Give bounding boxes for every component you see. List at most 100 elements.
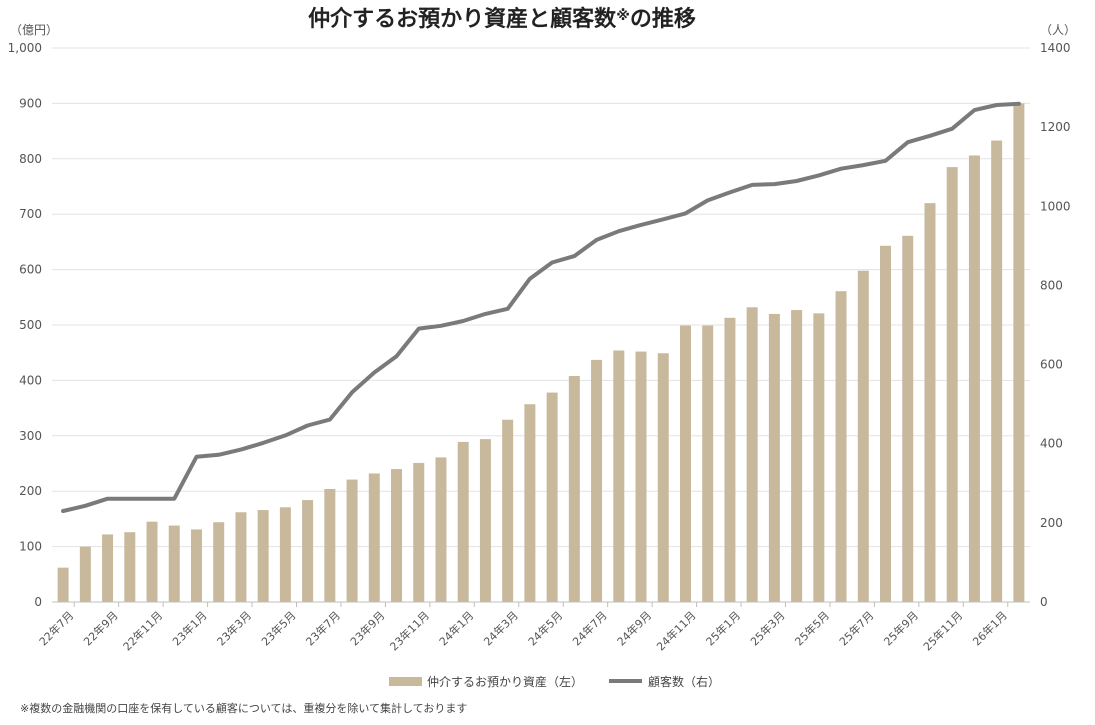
bar [190, 529, 202, 602]
x-axis: 22年7月 22年9月 22年11月 23年1月 23年3月 23年5月 23年7月 23年9… [36, 602, 1010, 653]
bar [502, 419, 514, 602]
x-tick-label: 24年5月 [525, 608, 565, 648]
bar [791, 310, 803, 602]
right-tick-label: 400 [1040, 437, 1063, 451]
left-tick-label: 700 [19, 207, 42, 221]
left-axis: 0 100 200 300 400 500 600 700 800 900 1,000 [8, 41, 42, 609]
bar [568, 375, 580, 602]
x-tick-label: 25年3月 [747, 608, 787, 648]
bar [813, 313, 825, 602]
right-tick-label: 600 [1040, 358, 1063, 372]
footnote: ※複数の金融機関の口座を保有している顧客については、重複分を除いて集計しておりま… [20, 701, 467, 715]
right-tick-label: 1400 [1040, 41, 1071, 55]
right-axis: 0 200 400 600 800 1000 1200 1400 [1040, 41, 1071, 609]
bar [213, 522, 225, 602]
x-tick-label: 24年7月 [569, 608, 609, 648]
bar [391, 469, 403, 602]
left-tick-label: 400 [19, 373, 42, 387]
right-tick-label: 0 [1040, 595, 1048, 609]
bar [902, 235, 914, 602]
bar [657, 353, 669, 602]
bar [368, 473, 380, 602]
chart-title-main: 仲介するお預かり資産と顧客数 [308, 6, 617, 32]
left-tick-label: 900 [19, 96, 42, 110]
chart-title: 仲介するお預かり資産と顧客数※の推移 [308, 6, 696, 32]
bar [613, 350, 625, 602]
x-tick-label: 23年5月 [258, 608, 298, 648]
x-tick-label: 22年9月 [80, 608, 120, 648]
bar [257, 510, 269, 602]
bar [991, 140, 1003, 602]
right-tick-label: 1000 [1040, 199, 1071, 213]
x-tick-label: 23年7月 [303, 608, 343, 648]
bar [724, 317, 736, 602]
bar [435, 457, 447, 602]
x-tick-label: 23年11月 [387, 608, 432, 653]
bar [279, 507, 291, 602]
bar [79, 546, 91, 602]
bar [413, 462, 425, 602]
bar [457, 441, 469, 602]
bar-series [57, 103, 1025, 603]
bar [479, 439, 491, 602]
bar [324, 488, 336, 602]
bar [546, 392, 558, 602]
bar [768, 313, 780, 602]
x-tick-label: 23年9月 [347, 608, 387, 648]
x-tick-label: 25年11月 [920, 608, 965, 653]
left-tick-label: 100 [19, 540, 42, 554]
right-tick-label: 1200 [1040, 120, 1071, 134]
x-tick-label: 23年1月 [169, 608, 209, 648]
right-tick-label: 200 [1040, 516, 1063, 530]
bar [635, 351, 647, 602]
bar [968, 155, 980, 602]
bar [146, 521, 158, 602]
chart-title-mark: ※ [616, 8, 630, 24]
bar [1013, 103, 1025, 603]
left-tick-label: 1,000 [8, 41, 42, 55]
left-tick-label: 200 [19, 484, 42, 498]
bar [924, 203, 936, 602]
bar [302, 500, 314, 602]
x-tick-label: 22年11月 [120, 608, 165, 653]
left-tick-label: 600 [19, 263, 42, 277]
bar [857, 270, 869, 602]
left-tick-label: 300 [19, 429, 42, 443]
x-tick-label: 22年7月 [36, 608, 76, 648]
legend: 仲介するお預かり資産（左） 顧客数（右） [389, 674, 720, 689]
bar [946, 167, 958, 603]
bar [679, 325, 691, 602]
left-tick-label: 0 [34, 595, 42, 609]
x-tick-label: 24年1月 [436, 608, 476, 648]
bar [346, 479, 358, 602]
x-tick-label: 25年9月 [881, 608, 921, 648]
bar [168, 525, 180, 602]
bar [591, 359, 603, 602]
bar [57, 567, 69, 602]
left-tick-label: 800 [19, 152, 42, 166]
x-tick-label: 25年7月 [836, 608, 876, 648]
x-tick-label: 23年3月 [214, 608, 254, 648]
bar [124, 532, 136, 602]
right-tick-label: 800 [1040, 278, 1063, 292]
left-axis-label: （億円） [10, 23, 58, 37]
legend-label-line: 顧客数（右） [648, 674, 720, 689]
legend-label-bar: 仲介するお預かり資産（左） [427, 674, 583, 689]
bar [746, 307, 758, 602]
bar [102, 534, 114, 602]
x-tick-label: 24年11月 [653, 608, 698, 653]
bar [835, 291, 847, 602]
legend-swatch-bar [389, 677, 422, 686]
chart-title-tail: の推移 [630, 6, 696, 32]
bar [524, 404, 536, 602]
bar [880, 245, 892, 602]
left-tick-label: 500 [19, 318, 42, 332]
x-tick-label: 24年3月 [481, 608, 521, 648]
x-tick-label: 25年1月 [703, 608, 743, 648]
x-tick-label: 24年9月 [614, 608, 654, 648]
bar [702, 325, 714, 602]
bar [235, 512, 247, 602]
x-tick-label: 26年1月 [970, 608, 1010, 648]
x-tick-label: 25年5月 [792, 608, 832, 648]
